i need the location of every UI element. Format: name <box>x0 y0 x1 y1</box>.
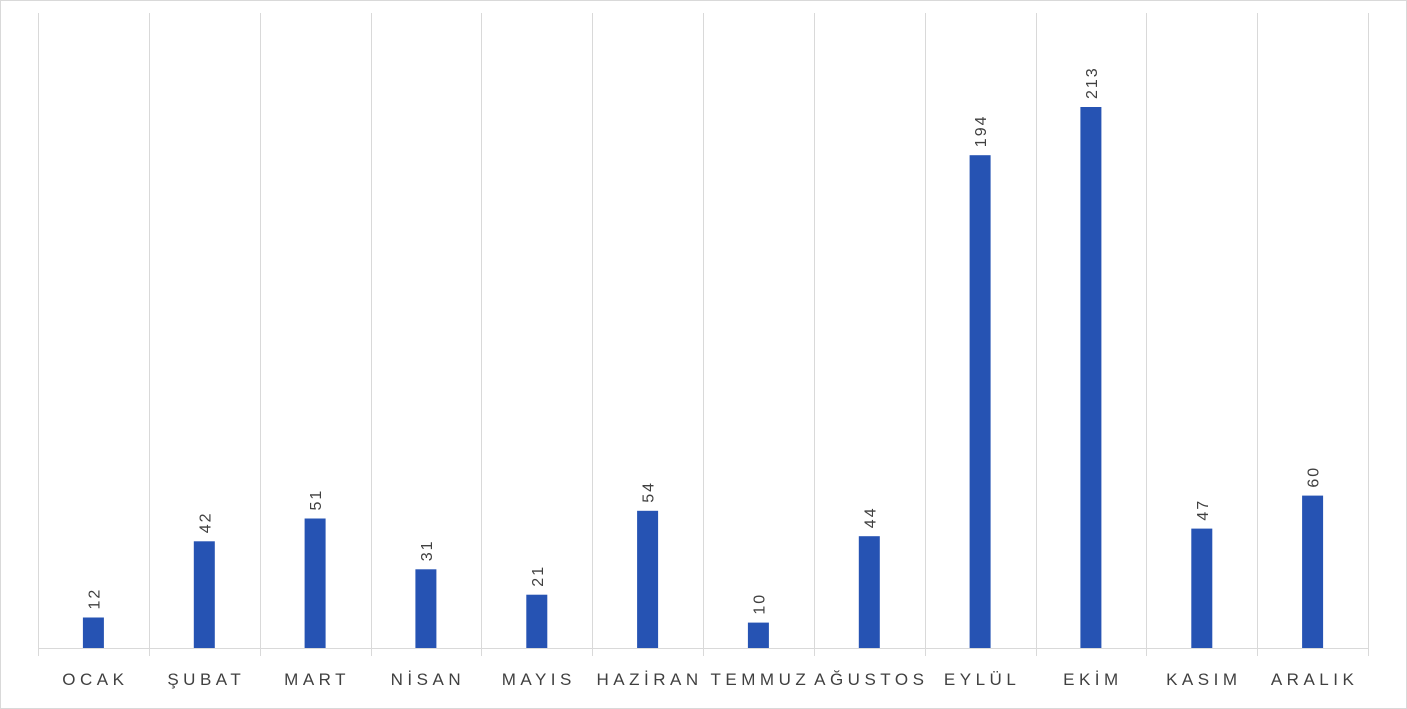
bar-9 <box>969 155 991 648</box>
data-label-4: 31 <box>419 540 436 562</box>
bar-6 <box>637 510 659 648</box>
bar-10 <box>1080 107 1102 648</box>
category-label-4: NİSAN <box>391 670 465 689</box>
category-label-5: MAYIS <box>502 670 576 689</box>
data-label-2: 42 <box>197 512 214 534</box>
bar-11 <box>1191 528 1213 648</box>
bar-5 <box>526 594 548 648</box>
category-label-2: ŞUBAT <box>167 670 245 689</box>
category-label-11: KASIM <box>1166 670 1241 689</box>
bar-4 <box>415 569 437 648</box>
bars <box>82 107 1324 648</box>
category-label-6: HAZİRAN <box>597 670 703 689</box>
data-label-11: 47 <box>1195 499 1212 521</box>
category-label-8: AĞUSTOS <box>814 670 928 689</box>
data-label-10: 213 <box>1084 66 1101 99</box>
category-label-7: TEMMUZ <box>711 670 811 689</box>
category-labels: OCAK ŞUBAT MART NİSAN MAYIS HAZİRAN TEMMUZ AĞUS… <box>62 670 1358 689</box>
bar-3 <box>304 518 326 648</box>
bar-7 <box>747 622 769 648</box>
bar-8 <box>858 536 880 648</box>
data-label-8: 44 <box>862 506 879 528</box>
data-label-9: 194 <box>973 114 990 147</box>
gridlines <box>38 13 1369 656</box>
bar-2 <box>193 541 215 648</box>
data-labels: 12 42 51 31 21 54 10 44 194 213 47 60 <box>86 66 1322 614</box>
data-label-6: 54 <box>641 481 658 503</box>
bar-1 <box>82 617 104 648</box>
category-label-1: OCAK <box>62 670 128 689</box>
category-label-3: MART <box>284 670 350 689</box>
bar-12 <box>1302 495 1324 648</box>
category-label-10: EKİM <box>1063 670 1123 689</box>
data-label-3: 51 <box>308 489 325 511</box>
category-label-12: ARALIK <box>1271 670 1358 689</box>
data-label-1: 12 <box>86 588 103 610</box>
data-label-5: 21 <box>530 565 547 587</box>
data-label-12: 60 <box>1306 466 1323 488</box>
category-label-9: EYLÜL <box>944 670 1020 689</box>
data-label-7: 10 <box>751 593 768 615</box>
